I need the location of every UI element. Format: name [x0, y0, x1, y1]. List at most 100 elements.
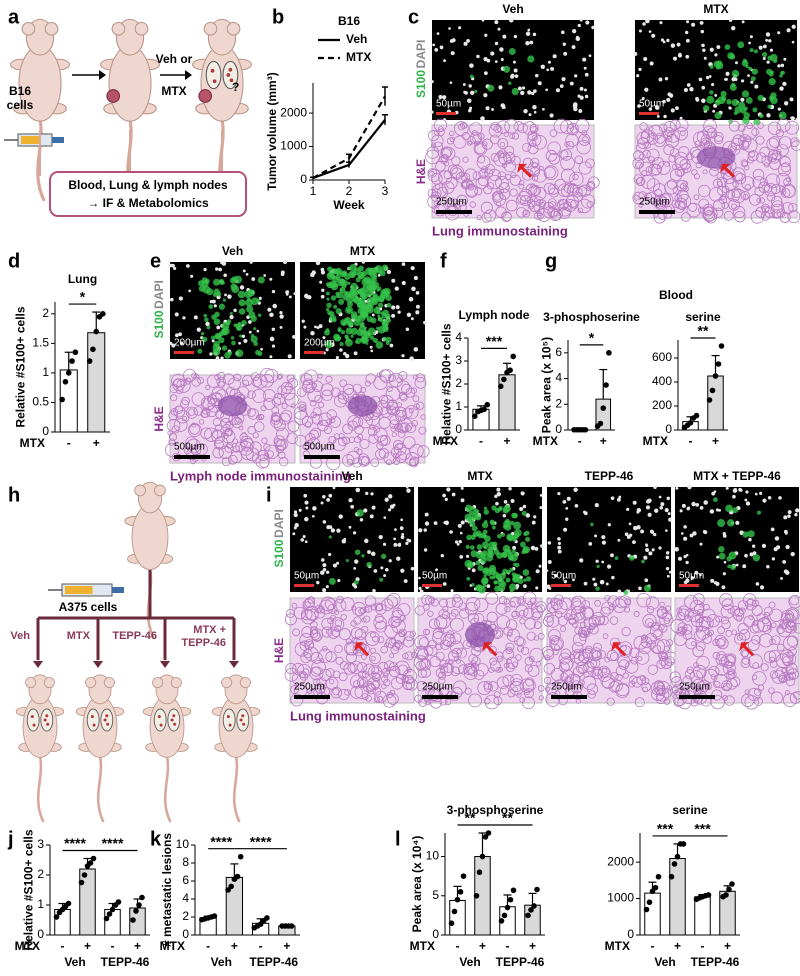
nucleus — [714, 581, 717, 584]
s100-signal — [512, 549, 516, 553]
nucleus — [342, 539, 347, 544]
readout-text: → IF & Metabolomics — [87, 196, 209, 210]
nucleus — [495, 502, 499, 506]
nucleus — [683, 537, 687, 541]
nucleus — [745, 490, 748, 493]
y-tick-label: 2000 — [607, 854, 634, 868]
s100-signal — [212, 348, 220, 356]
x-tick-label: 3 — [382, 184, 389, 198]
nucleus — [556, 88, 560, 92]
nucleus — [759, 492, 762, 495]
s100-signal — [230, 312, 233, 315]
s100-signal — [508, 554, 514, 560]
panel-letter: i — [266, 484, 272, 506]
scale-bar — [551, 695, 587, 699]
s100-signal — [506, 578, 511, 583]
nucleus — [321, 558, 325, 562]
scale-label: 250µm — [294, 682, 325, 693]
nucleus — [536, 569, 540, 573]
nucleus — [314, 326, 317, 329]
y-tick-label: 200 — [652, 398, 672, 412]
panel-letter: l — [395, 828, 401, 850]
s100-signal — [715, 99, 721, 105]
s100-signal — [213, 279, 220, 286]
nucleus — [548, 541, 552, 545]
nucleus — [321, 268, 325, 272]
nucleus — [418, 587, 421, 590]
nucleus — [699, 78, 703, 82]
s100-signal — [248, 311, 255, 318]
nucleus — [570, 82, 574, 86]
nucleus — [178, 332, 182, 336]
data-point — [713, 373, 719, 379]
s100-signal — [467, 562, 474, 569]
s100-signal — [490, 520, 495, 525]
data-point — [235, 874, 241, 880]
s100-signal — [703, 105, 710, 112]
nucleus — [518, 87, 522, 91]
nucleus — [443, 582, 447, 586]
nucleus — [791, 116, 795, 120]
s100-signal — [505, 549, 508, 552]
s100-signal — [725, 44, 731, 50]
x-tick-label: - — [61, 939, 65, 953]
nucleus — [293, 292, 296, 295]
nucleus — [626, 508, 629, 511]
stain-label: DAPI — [272, 509, 286, 538]
s100-signal — [329, 535, 332, 538]
s100-signal — [222, 345, 227, 350]
data-point — [136, 902, 142, 908]
s100-signal — [715, 112, 722, 119]
s100-signal — [361, 322, 365, 326]
nucleus — [414, 276, 418, 280]
nucleus — [549, 113, 553, 117]
nucleus — [415, 310, 419, 314]
nucleus — [770, 49, 773, 52]
x-tick-label: + — [712, 434, 719, 448]
x-tick-label: + — [283, 939, 290, 953]
nucleus — [558, 542, 561, 545]
scale-label: 250µm — [422, 682, 453, 693]
data-point — [647, 899, 653, 905]
nucleus — [411, 287, 416, 292]
s100-signal — [379, 578, 383, 582]
nucleus — [486, 106, 490, 110]
nucleus — [746, 501, 750, 505]
nucleus — [573, 102, 578, 107]
nucleus — [691, 23, 695, 27]
nucleus — [759, 46, 763, 50]
nucleus — [788, 510, 792, 514]
nucleus — [714, 94, 717, 97]
nucleus — [645, 19, 650, 24]
nucleus — [796, 118, 799, 121]
treatment-label: Veh or — [156, 52, 193, 66]
nucleus — [504, 500, 508, 504]
nucleus — [774, 547, 778, 551]
caption: Lung immunostaining — [290, 708, 426, 723]
y-tick-label: 8 — [182, 855, 189, 869]
scale-bar — [294, 695, 330, 699]
s100-signal — [354, 319, 361, 326]
nucleus — [269, 355, 272, 358]
nucleus — [387, 270, 391, 274]
nucleus — [686, 20, 689, 23]
nucleus — [669, 571, 672, 574]
nucleus — [763, 45, 767, 49]
scale-bar — [436, 210, 472, 214]
nucleus — [766, 32, 770, 36]
nucleus — [642, 22, 645, 25]
nucleus — [388, 508, 391, 511]
nucleus — [689, 87, 693, 91]
nucleus — [573, 488, 577, 492]
nucleus — [487, 59, 491, 63]
nucleus — [216, 356, 220, 360]
s100-signal — [231, 336, 235, 340]
data-point — [505, 905, 511, 911]
nucleus — [440, 45, 444, 49]
nucleus — [452, 493, 456, 497]
s100-signal — [513, 522, 521, 530]
stain-label: H&E — [272, 638, 286, 663]
data-point — [583, 427, 589, 433]
s100-signal — [501, 552, 507, 558]
scale-bar — [639, 210, 675, 214]
